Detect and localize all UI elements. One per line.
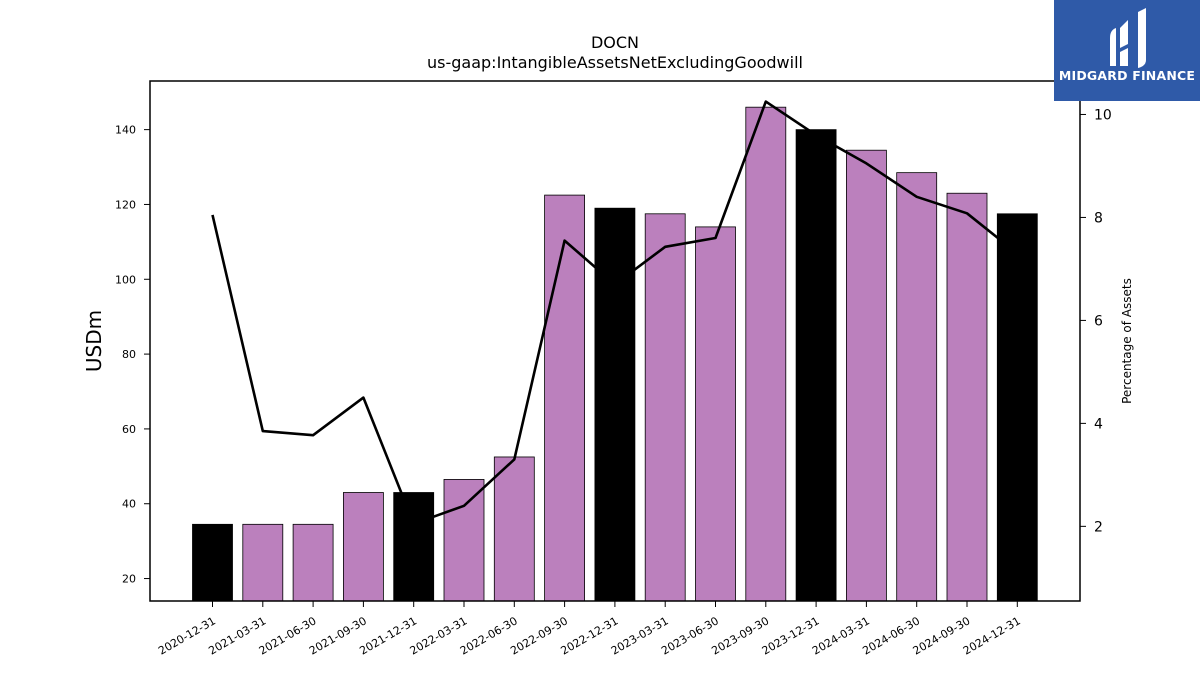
bar-2024-06-30 xyxy=(896,172,938,602)
y-tick-label: 120 xyxy=(115,198,136,211)
bar-2021-09-30 xyxy=(342,492,384,602)
y-tick-label: 60 xyxy=(122,423,136,436)
chart-title: DOCN xyxy=(591,33,639,52)
y2-axis-label: Percentage of Assets xyxy=(1120,278,1134,404)
y-axis-label: USDm xyxy=(82,310,106,372)
bar-2022-09-30 xyxy=(544,194,585,602)
y-tick-label: 40 xyxy=(122,498,136,511)
y2-tick-label: 2 xyxy=(1094,519,1103,535)
bar-2022-03-31 xyxy=(443,479,485,602)
bar-2021-06-30 xyxy=(292,523,334,602)
y-tick-label: 20 xyxy=(122,573,136,586)
midgard-finance-logo: MIDGARD FINANCE xyxy=(1054,0,1200,101)
bar-2021-12-31 xyxy=(393,492,435,602)
bar-2023-09-30 xyxy=(745,106,787,602)
y-tick-label: 140 xyxy=(115,124,136,137)
logo-text: MIDGARD FINANCE xyxy=(1058,68,1196,83)
bar-2024-09-30 xyxy=(946,192,988,602)
bars-group xyxy=(192,106,1038,602)
x-tick-label: 2024-12-31 xyxy=(961,614,1023,657)
percentage-line xyxy=(211,100,1019,526)
bar-2024-12-31 xyxy=(996,213,1038,602)
chart-subtitle: us-gaap:IntangibleAssetsNetExcludingGood… xyxy=(427,53,803,72)
bar-2024-03-31 xyxy=(846,149,887,602)
line-group xyxy=(211,100,1019,526)
y2-tick-label: 4 xyxy=(1094,416,1103,432)
bar-2022-12-31 xyxy=(594,207,636,602)
x-axis-ticks: 2020-12-312021-03-312021-06-302021-09-30… xyxy=(156,601,1023,658)
right-axis-ticks: 2 4 6 8 10 xyxy=(1080,107,1112,535)
bar-2021-03-31 xyxy=(242,523,284,602)
y-tick-label: 80 xyxy=(122,348,136,361)
left-axis-ticks: 20 40 60 80 100 120 140 xyxy=(115,124,150,586)
y2-tick-label: 8 xyxy=(1094,210,1103,226)
y-tick-label: 100 xyxy=(115,273,136,286)
bar-2023-03-31 xyxy=(644,213,686,602)
bar-2023-12-31 xyxy=(795,129,837,602)
logo-mark-icon xyxy=(1110,8,1146,68)
bar-2022-06-30 xyxy=(493,456,535,602)
y2-tick-label: 6 xyxy=(1094,313,1103,329)
bar-2023-06-30 xyxy=(695,226,736,602)
bar-2020-12-31 xyxy=(192,523,233,602)
y2-tick-label: 10 xyxy=(1094,107,1112,123)
